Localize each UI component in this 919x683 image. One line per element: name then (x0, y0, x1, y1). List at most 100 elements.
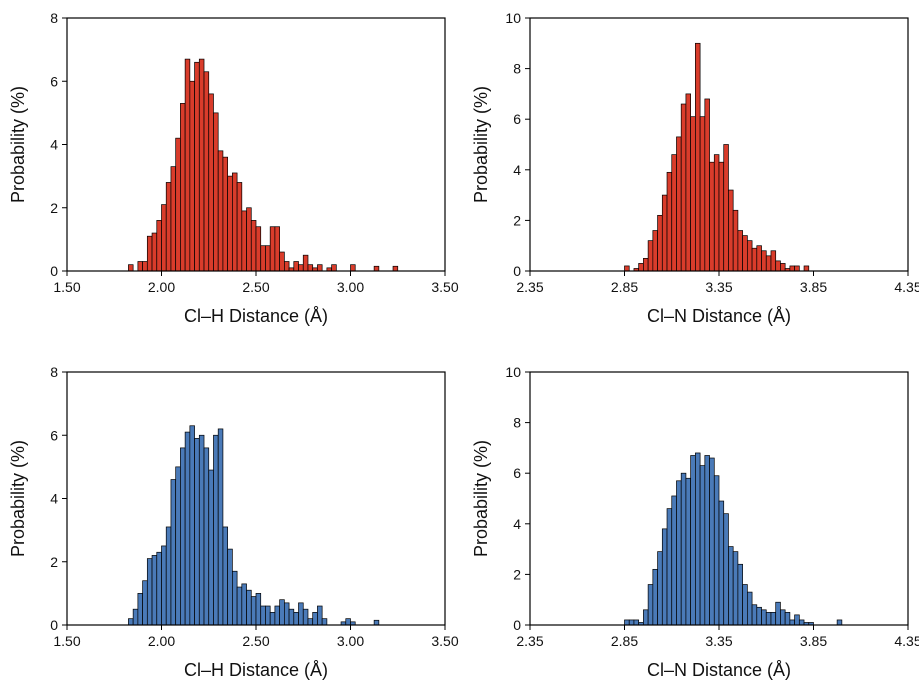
histogram-bar (728, 189, 734, 272)
x-tick-label: 2.00 (148, 279, 175, 295)
histogram-bar (657, 551, 663, 626)
histogram-bar (250, 220, 257, 272)
histogram-bar (269, 611, 276, 626)
histogram-bar (128, 264, 134, 272)
histogram-bar (746, 240, 753, 272)
x-tick-label: 3.50 (431, 279, 458, 295)
histogram-bar (312, 611, 318, 626)
histogram-bar (232, 172, 238, 272)
histogram-bar (780, 609, 786, 626)
histogram-bar (728, 546, 734, 626)
histogram-bar (232, 570, 238, 626)
x-tick-label: 2.50 (242, 633, 269, 649)
histogram-bar (751, 604, 758, 626)
histogram-bar (789, 619, 795, 626)
y-tick-label: 10 (505, 364, 521, 380)
histogram-bar (288, 608, 295, 626)
histogram-bar (737, 563, 743, 626)
histogram-bar (255, 226, 262, 272)
histogram-bar (643, 609, 649, 626)
histogram-bar (647, 584, 654, 626)
y-tick-label: 2 (513, 566, 521, 582)
histogram-bar (666, 171, 673, 272)
x-tick-label: 3.00 (337, 633, 364, 649)
y-tick-label: 2 (50, 200, 58, 216)
histogram-bar (137, 593, 143, 626)
histogram-bar (695, 452, 701, 626)
histogram-bar (208, 93, 214, 272)
histogram-bar (265, 245, 271, 272)
histogram-bar (718, 500, 725, 626)
histogram-bar (128, 618, 134, 626)
y-tick-label: 6 (513, 111, 521, 127)
x-tick-label: 2.00 (148, 633, 175, 649)
histogram-bar (241, 583, 247, 626)
plot-frame (66, 371, 446, 626)
histogram-bar (180, 447, 186, 626)
y-axis-title: Probability (%) (471, 440, 491, 557)
histogram-bar (690, 455, 696, 626)
histogram-bar (699, 465, 706, 626)
x-tick-label: 3.35 (705, 279, 732, 295)
histogram-bar (222, 156, 228, 272)
chart-panel-4: 0 2 4 6 8 10 2.35 2.85 3.35 3.85 4.35 Cl–N Distance… (471, 364, 919, 680)
histogram-bar (222, 526, 228, 626)
y-tick-label: 4 (50, 491, 58, 507)
histogram-bar (175, 466, 181, 626)
histogram-bar (661, 194, 668, 272)
histogram-bar (775, 601, 781, 626)
y-tick-label: 2 (513, 212, 521, 228)
histogram-bar (274, 226, 280, 272)
histogram-bar (704, 98, 710, 272)
y-tick-label: 0 (513, 617, 521, 633)
x-tick-label: 2.35 (516, 279, 543, 295)
x-tick-label: 4.35 (894, 633, 919, 649)
histogram-bar (770, 250, 777, 272)
histogram-bar (317, 264, 323, 272)
histogram-bar (274, 605, 280, 626)
histogram-bar (643, 258, 649, 272)
histogram-bar (761, 250, 767, 272)
histogram-bar (373, 619, 380, 626)
histogram-bar (680, 103, 687, 272)
histogram-bar (661, 528, 668, 626)
histogram-bar (671, 154, 677, 272)
histogram-bar (789, 265, 795, 272)
histogram-bar (151, 555, 158, 626)
histogram-bar (279, 599, 285, 626)
histogram-bar (666, 508, 673, 626)
histogram-bar (165, 182, 172, 272)
histogram-bar (198, 434, 205, 626)
histogram-bar (236, 586, 243, 626)
histogram-bar (709, 161, 715, 272)
y-tick-label: 0 (513, 263, 521, 279)
histogram-bar (146, 235, 153, 272)
histogram-bar (647, 240, 654, 272)
histogram-bar (794, 265, 800, 272)
histogram-bar (307, 264, 314, 272)
chart-panel-1: 0 2 4 6 8 1.50 2.00 2.50 3.00 3.50 Cl–H Distance (… (8, 10, 459, 326)
y-tick-label: 0 (50, 263, 58, 279)
histogram-bar (132, 608, 139, 626)
histogram-bar (836, 619, 843, 626)
histogram-bar (175, 137, 181, 272)
histogram-bar (170, 166, 177, 272)
histogram-bar (298, 602, 304, 626)
histogram-bar (203, 447, 210, 626)
histogram-bar (732, 209, 739, 272)
histogram-bar (307, 618, 314, 626)
histogram-bar (373, 265, 380, 272)
histogram-bar (732, 551, 739, 626)
histogram-bar (746, 591, 753, 626)
histogram-bar (350, 264, 356, 272)
histogram-bar (770, 611, 777, 626)
histogram-bar (161, 204, 167, 272)
y-tick-label: 6 (50, 73, 58, 89)
bars-group (624, 452, 843, 626)
histogram-bar (756, 606, 762, 626)
histogram-bar (208, 469, 214, 626)
histogram-bar (151, 232, 158, 272)
histogram-bar (293, 261, 299, 272)
histogram-bar (180, 103, 186, 272)
